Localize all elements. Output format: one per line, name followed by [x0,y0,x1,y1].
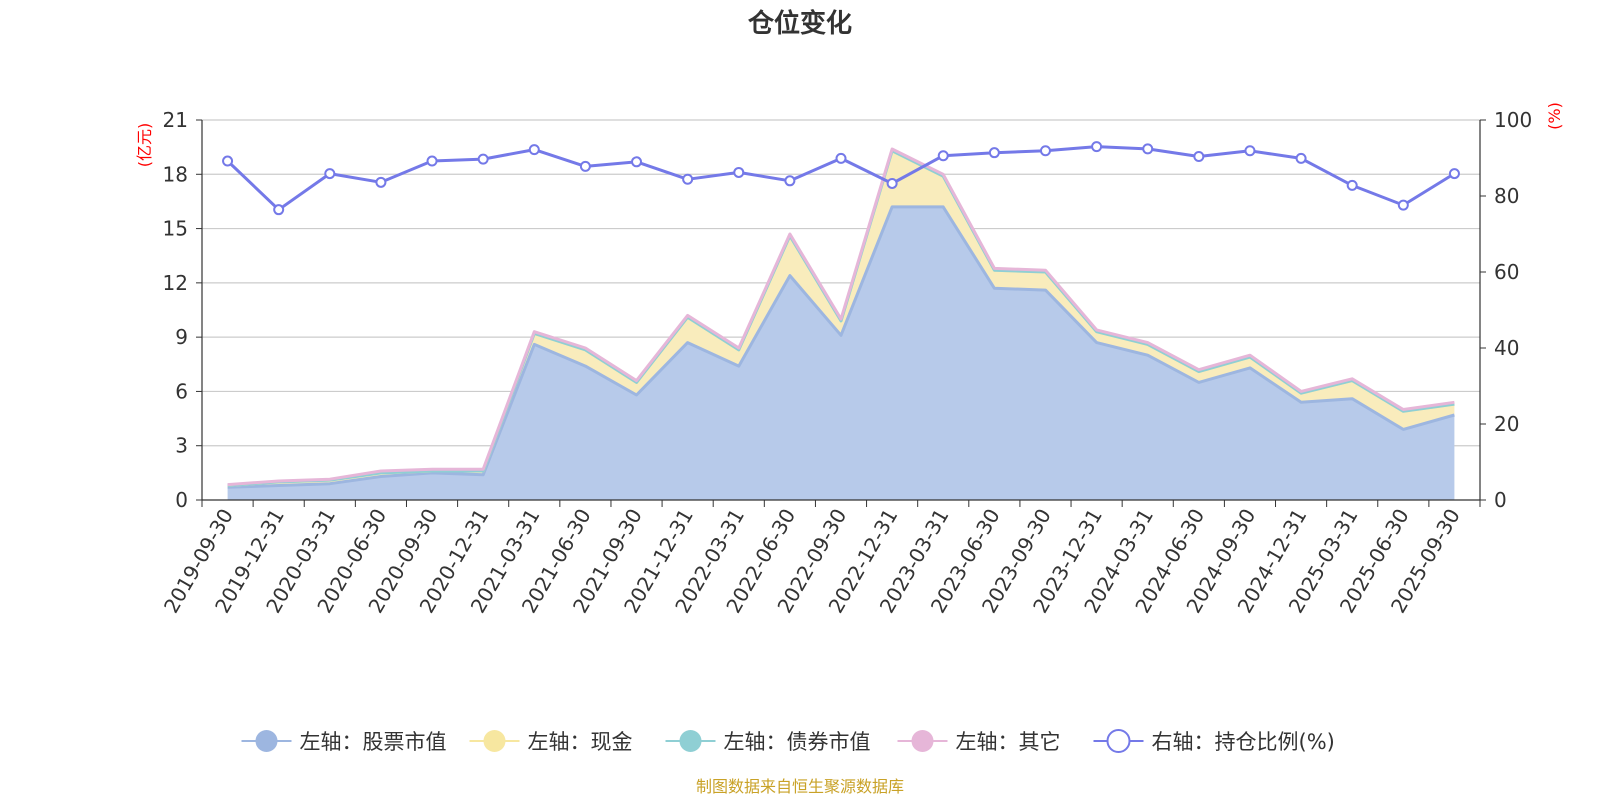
legend: 左轴：股票市值 左轴：现金 左轴：债券市值 左轴：其它 右轴：持仓比例(%) [241,729,1335,754]
ratio-line [222,141,1460,216]
legend-marker [679,730,702,752]
ratio-point [784,175,796,187]
ratio-point [1448,168,1460,180]
ratio-point [1039,145,1051,157]
right-tick-label: 80 [1494,184,1519,208]
ratio-point [937,150,949,162]
ratio-point [528,144,540,156]
legend-label: 右轴：持仓比例(%) [1152,730,1335,754]
area-1 [227,206,1455,500]
ratio-point [579,160,591,172]
legend-marker [911,730,934,752]
legend-label: 左轴：股票市值 [300,730,447,754]
legend-label: 左轴：债券市值 [724,730,871,754]
right-tick-label: 60 [1494,260,1519,284]
ratio-point [375,176,387,188]
legend-label: 左轴：现金 [528,730,633,754]
left-tick-label: 21 [163,108,188,132]
legend-item-4[interactable]: 左轴：其它 [897,730,1061,754]
legend-label: 左轴：其它 [956,730,1061,754]
ratio-point [886,177,898,189]
legend-marker [1106,729,1131,753]
ratio-point [1142,143,1154,155]
ratio-point [1193,150,1205,162]
legend-item-2[interactable]: 左轴：现金 [469,730,633,754]
left-axis-unit: (亿元) [135,123,154,168]
left-tick-label: 12 [163,271,188,295]
left-tick-label: 3 [175,434,188,458]
ratio-point [1091,141,1103,153]
legend-item-1[interactable]: 左轴：股票市值 [241,730,447,754]
left-tick-label: 6 [175,379,188,403]
ratio-point [733,166,745,178]
ratio-point [222,155,234,167]
ratio-point [426,155,438,167]
legend-item-5[interactable]: 右轴：持仓比例(%) [1093,729,1335,754]
left-tick-label: 0 [175,488,188,512]
right-tick-label: 40 [1494,336,1519,360]
left-tick-label: 15 [163,217,188,241]
ratio-point [1346,179,1358,191]
legend-marker [255,730,278,752]
ratio-point [273,204,285,216]
ratio-point [682,173,694,185]
legend-marker [483,730,506,752]
right-tick-label: 20 [1494,412,1519,436]
ratio-point [1244,145,1256,157]
ratio-point [631,156,643,168]
ratio-point [477,153,489,165]
left-tick-label: 9 [175,325,188,349]
right-tick-label: 100 [1494,108,1532,132]
ratio-point [324,168,336,180]
ratio-point [1397,199,1409,211]
area-line-1 [227,205,1455,489]
chart-title: 仓位变化 [747,8,852,39]
ratio-point [835,152,847,164]
data-source-note: 制图数据来自恒生聚源数据库 [696,777,904,796]
ratio-point [988,147,1000,159]
right-axis-unit: (%) [1545,102,1564,130]
stacked-areas [227,147,1455,500]
left-tick-label: 18 [163,162,188,186]
ratio-point [1295,152,1307,164]
area-line-4 [227,147,1455,487]
legend-item-3[interactable]: 左轴：债券市值 [665,730,871,754]
right-tick-label: 0 [1494,488,1507,512]
